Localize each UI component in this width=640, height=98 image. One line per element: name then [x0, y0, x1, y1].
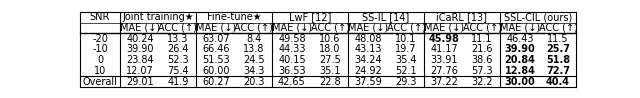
Text: 51.8: 51.8	[546, 55, 570, 65]
Text: 60.00: 60.00	[202, 66, 230, 76]
Text: 51.53: 51.53	[202, 55, 230, 65]
Text: Overall: Overall	[83, 77, 117, 87]
Text: 19.7: 19.7	[396, 44, 417, 54]
Text: 12.07: 12.07	[126, 66, 154, 76]
Text: 24.92: 24.92	[354, 66, 382, 76]
Text: 29.01: 29.01	[126, 77, 154, 87]
Text: 37.22: 37.22	[430, 77, 458, 87]
Text: 43.13: 43.13	[354, 44, 381, 54]
Text: 37.59: 37.59	[354, 77, 382, 87]
Text: 11.1: 11.1	[471, 34, 493, 44]
Text: 24.5: 24.5	[243, 55, 265, 65]
Text: 41.9: 41.9	[167, 77, 189, 87]
Text: ACC (↑): ACC (↑)	[538, 23, 577, 33]
Text: 63.07: 63.07	[202, 34, 230, 44]
Text: MAE (↓): MAE (↓)	[424, 23, 464, 33]
Text: 10.6: 10.6	[319, 34, 340, 44]
Text: 20.84: 20.84	[504, 55, 536, 65]
Text: Joint training★: Joint training★	[122, 12, 194, 22]
Text: 27.5: 27.5	[319, 55, 341, 65]
Text: MAE (↓): MAE (↓)	[196, 23, 236, 33]
Text: 75.4: 75.4	[167, 66, 189, 76]
Text: SSL-CIL (ours): SSL-CIL (ours)	[504, 12, 572, 22]
Text: 38.6: 38.6	[471, 55, 493, 65]
Text: 36.53: 36.53	[278, 66, 306, 76]
Text: 29.3: 29.3	[396, 77, 417, 87]
Text: 0: 0	[97, 55, 103, 65]
Text: 20.3: 20.3	[243, 77, 265, 87]
Text: 34.24: 34.24	[354, 55, 381, 65]
Text: ACC (↑): ACC (↑)	[463, 23, 501, 33]
Text: 12.84: 12.84	[504, 66, 536, 76]
Text: 35.1: 35.1	[319, 66, 340, 76]
Text: iCaRL [13]: iCaRL [13]	[436, 12, 488, 22]
Text: 27.76: 27.76	[430, 66, 458, 76]
Text: 10.1: 10.1	[396, 34, 417, 44]
Text: -10: -10	[92, 44, 108, 54]
Text: SNR: SNR	[90, 12, 110, 22]
Text: 42.65: 42.65	[278, 77, 306, 87]
Text: 44.33: 44.33	[278, 44, 306, 54]
Text: 46.43: 46.43	[506, 34, 534, 44]
Text: 18.0: 18.0	[319, 44, 340, 54]
Text: -20: -20	[92, 34, 108, 44]
Text: MAE (↓): MAE (↓)	[500, 23, 540, 33]
Text: 39.90: 39.90	[504, 44, 535, 54]
Text: ACC (↑): ACC (↑)	[310, 23, 349, 33]
Text: 10: 10	[94, 66, 106, 76]
Text: 57.3: 57.3	[471, 66, 493, 76]
Text: 40.24: 40.24	[126, 34, 154, 44]
Text: 13.3: 13.3	[167, 34, 189, 44]
Text: LwF [12]: LwF [12]	[289, 12, 331, 22]
Text: ACC (↑): ACC (↑)	[387, 23, 426, 33]
Text: 33.91: 33.91	[430, 55, 458, 65]
Text: ACC (↑): ACC (↑)	[234, 23, 273, 33]
Text: 25.7: 25.7	[546, 44, 570, 54]
Text: Fine-tune★: Fine-tune★	[207, 12, 261, 22]
Text: 66.46: 66.46	[202, 44, 230, 54]
Text: 32.2: 32.2	[471, 77, 493, 87]
Text: 49.58: 49.58	[278, 34, 306, 44]
Text: 30.00: 30.00	[504, 77, 535, 87]
Text: 34.3: 34.3	[243, 66, 264, 76]
Text: 13.8: 13.8	[243, 44, 264, 54]
Text: 41.17: 41.17	[430, 44, 458, 54]
Text: 23.84: 23.84	[126, 55, 154, 65]
Text: MAE (↓): MAE (↓)	[120, 23, 160, 33]
Text: 52.1: 52.1	[395, 66, 417, 76]
Text: 48.08: 48.08	[354, 34, 381, 44]
Text: 45.98: 45.98	[429, 34, 460, 44]
Text: 11.5: 11.5	[547, 34, 569, 44]
Text: 39.90: 39.90	[126, 44, 154, 54]
Text: 40.15: 40.15	[278, 55, 306, 65]
Text: 60.27: 60.27	[202, 77, 230, 87]
Text: 72.7: 72.7	[546, 66, 570, 76]
Text: 40.4: 40.4	[546, 77, 570, 87]
Text: ACC (↑): ACC (↑)	[159, 23, 197, 33]
Text: SS-IL [14]: SS-IL [14]	[362, 12, 410, 22]
Text: 26.4: 26.4	[167, 44, 189, 54]
Text: 35.4: 35.4	[396, 55, 417, 65]
Text: 22.8: 22.8	[319, 77, 340, 87]
Text: MAE (↓): MAE (↓)	[272, 23, 312, 33]
Text: 21.6: 21.6	[471, 44, 493, 54]
Text: 8.4: 8.4	[246, 34, 262, 44]
Text: MAE (↓): MAE (↓)	[348, 23, 388, 33]
Text: 52.3: 52.3	[167, 55, 189, 65]
